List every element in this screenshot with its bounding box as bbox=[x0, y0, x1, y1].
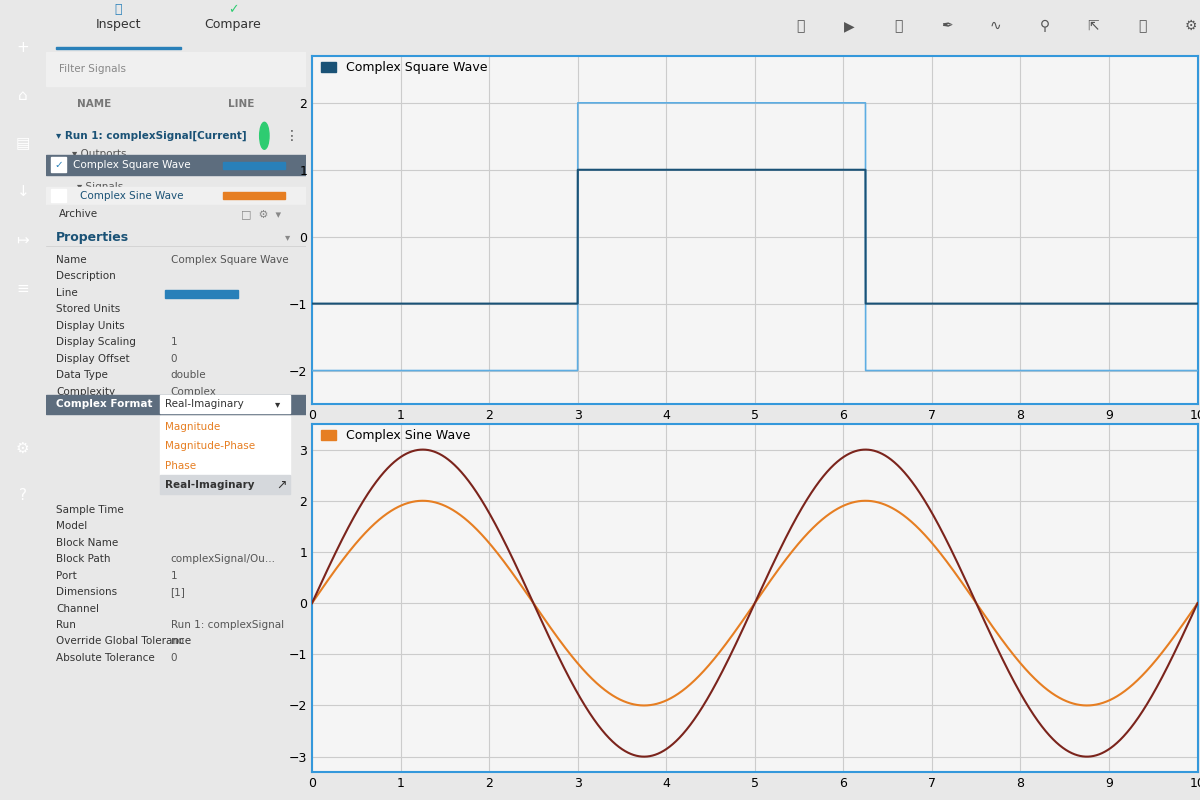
Bar bbox=[160, 455, 290, 474]
Text: □  ⚙  ▾: □ ⚙ ▾ bbox=[241, 210, 281, 219]
Text: ▾ Run 1: complexSignal[Current]: ▾ Run 1: complexSignal[Current] bbox=[56, 130, 247, 141]
Bar bbox=[160, 436, 290, 455]
Bar bbox=[46, 394, 306, 414]
Text: ≡: ≡ bbox=[17, 281, 29, 295]
Text: LINE: LINE bbox=[228, 99, 254, 110]
Text: ✒: ✒ bbox=[941, 19, 953, 33]
Circle shape bbox=[259, 122, 269, 150]
Text: Data Type: Data Type bbox=[56, 370, 108, 380]
Text: 0: 0 bbox=[170, 354, 178, 364]
Text: Display Offset: Display Offset bbox=[56, 354, 130, 364]
Bar bbox=[166, 290, 239, 298]
Text: ⬜: ⬜ bbox=[894, 19, 902, 33]
Text: Description: Description bbox=[56, 271, 115, 282]
Text: ✓: ✓ bbox=[228, 3, 239, 16]
Text: Inspect: Inspect bbox=[96, 18, 142, 31]
Text: Display Units: Display Units bbox=[56, 321, 125, 330]
Text: Properties: Properties bbox=[56, 231, 130, 244]
Text: ?: ? bbox=[19, 489, 26, 503]
Text: ▾: ▾ bbox=[286, 233, 290, 242]
Bar bbox=[223, 192, 286, 199]
Text: ↗: ↗ bbox=[276, 478, 287, 491]
Text: Phase: Phase bbox=[166, 461, 197, 470]
Bar bbox=[160, 474, 290, 494]
Text: ▾ Outports: ▾ Outports bbox=[72, 149, 126, 158]
Legend: Complex Sine Wave: Complex Sine Wave bbox=[317, 424, 476, 447]
Text: Port: Port bbox=[56, 570, 77, 581]
Legend: Complex Square Wave: Complex Square Wave bbox=[317, 56, 493, 79]
Text: Line: Line bbox=[56, 288, 78, 298]
Bar bbox=[160, 416, 290, 436]
Text: ⌂: ⌂ bbox=[18, 89, 28, 103]
Text: [1]: [1] bbox=[170, 587, 186, 597]
Bar bbox=[160, 395, 290, 414]
Bar bbox=[46, 52, 306, 86]
Text: ↓: ↓ bbox=[17, 185, 29, 199]
Text: ↦: ↦ bbox=[17, 233, 29, 247]
Text: Display Scaling: Display Scaling bbox=[56, 338, 136, 347]
Text: Complexity: Complexity bbox=[56, 386, 115, 397]
Text: +: + bbox=[17, 41, 29, 55]
Text: Channel: Channel bbox=[56, 603, 100, 614]
Text: Dimensions: Dimensions bbox=[56, 587, 118, 597]
Text: ✋: ✋ bbox=[797, 19, 804, 33]
Text: Block Name: Block Name bbox=[56, 538, 119, 548]
Text: ⚙: ⚙ bbox=[1184, 19, 1198, 33]
Text: Sample Time: Sample Time bbox=[56, 505, 124, 514]
Bar bbox=[46, 205, 306, 224]
Text: Real-Imaginary: Real-Imaginary bbox=[166, 399, 244, 410]
Text: ▾: ▾ bbox=[275, 399, 280, 410]
Text: ▤: ▤ bbox=[16, 137, 30, 151]
Text: Real-Imaginary: Real-Imaginary bbox=[166, 480, 254, 490]
Text: Complex: Complex bbox=[170, 386, 216, 397]
Bar bbox=[223, 162, 286, 170]
Bar bbox=[46, 186, 306, 205]
Text: no: no bbox=[170, 637, 184, 646]
Text: ⚙: ⚙ bbox=[16, 441, 30, 455]
Bar bbox=[46, 155, 306, 174]
Text: Magnitude-Phase: Magnitude-Phase bbox=[166, 441, 256, 451]
Text: Absolute Tolerance: Absolute Tolerance bbox=[56, 653, 155, 663]
Text: 1: 1 bbox=[170, 570, 178, 581]
Bar bbox=[50, 158, 66, 173]
Text: ▶: ▶ bbox=[844, 19, 854, 33]
Bar bbox=[46, 90, 306, 119]
Text: Compare: Compare bbox=[205, 18, 262, 31]
Text: Complex Square Wave: Complex Square Wave bbox=[170, 255, 288, 265]
Text: Magnitude: Magnitude bbox=[166, 422, 221, 432]
Text: ⌕: ⌕ bbox=[1138, 19, 1146, 33]
Text: Run: Run bbox=[56, 620, 76, 630]
Text: 1: 1 bbox=[170, 338, 178, 347]
Text: ✓: ✓ bbox=[54, 160, 62, 170]
Text: NAME: NAME bbox=[77, 99, 112, 110]
Text: Filter Signals: Filter Signals bbox=[59, 64, 126, 74]
Text: Model: Model bbox=[56, 522, 88, 531]
Text: complexSignal/Ou...: complexSignal/Ou... bbox=[170, 554, 276, 564]
Text: double: double bbox=[170, 370, 206, 380]
Text: Block Path: Block Path bbox=[56, 554, 110, 564]
Text: Override Global Tolerance: Override Global Tolerance bbox=[56, 637, 191, 646]
Bar bbox=[56, 46, 181, 50]
Text: Complex Sine Wave: Complex Sine Wave bbox=[79, 190, 184, 201]
Text: ▾ Signals: ▾ Signals bbox=[77, 182, 124, 192]
Text: ⋮: ⋮ bbox=[286, 129, 299, 142]
Text: Run 1: complexSignal: Run 1: complexSignal bbox=[170, 620, 283, 630]
Bar bbox=[50, 189, 66, 202]
Text: ⇱: ⇱ bbox=[1087, 19, 1099, 33]
Text: ∿: ∿ bbox=[990, 19, 1002, 33]
Text: 0: 0 bbox=[170, 653, 178, 663]
Text: Stored Units: Stored Units bbox=[56, 304, 120, 314]
Text: Archive: Archive bbox=[59, 210, 97, 219]
Text: ⚲: ⚲ bbox=[1039, 19, 1050, 33]
Text: Complex Square Wave: Complex Square Wave bbox=[73, 160, 191, 170]
Text: Name: Name bbox=[56, 255, 86, 265]
Text: 🔍: 🔍 bbox=[115, 3, 122, 16]
Text: Complex Format: Complex Format bbox=[56, 399, 152, 410]
